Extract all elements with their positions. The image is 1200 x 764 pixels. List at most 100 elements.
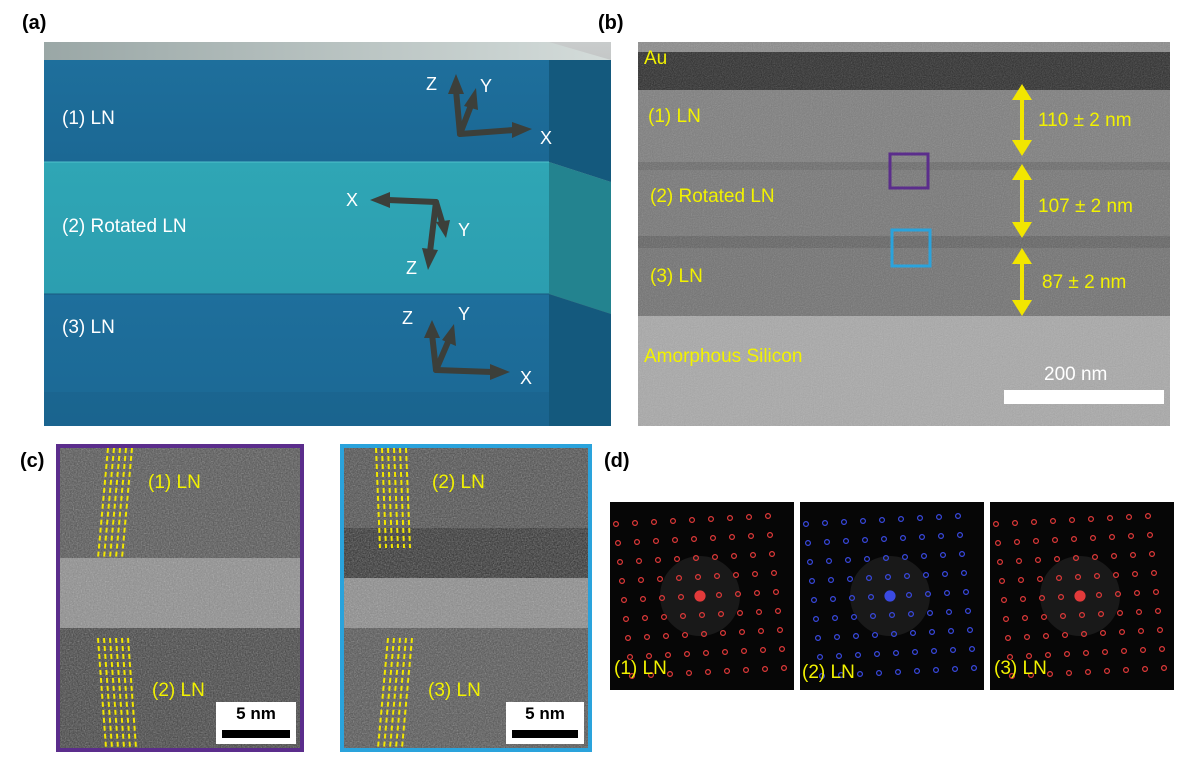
diffraction-spot [871, 632, 878, 639]
diffraction-spot [700, 631, 707, 638]
diffraction-spot [1126, 514, 1133, 521]
diffraction-spot [916, 515, 923, 522]
diffraction-spot [1130, 551, 1137, 558]
central-spot [1074, 590, 1086, 602]
diffraction-spot [658, 594, 665, 601]
diffraction-spot [1034, 556, 1041, 563]
diffraction-spot [957, 532, 964, 539]
diffraction-spot [625, 635, 632, 642]
diffraction-spot [743, 667, 750, 674]
diffraction-spot [1025, 653, 1032, 660]
diffraction-spot [880, 535, 887, 542]
diffraction-spot [1161, 665, 1168, 672]
diffraction-spot [1005, 635, 1012, 642]
region-box-purple [888, 152, 930, 190]
diffraction-spot [854, 652, 861, 659]
lattice-guides-bottom [377, 637, 413, 748]
diffraction-spot [944, 589, 951, 596]
thickness-arrows [1012, 84, 1032, 316]
diffraction-spot [664, 652, 671, 659]
diffraction-spot [961, 569, 968, 576]
diffraction-spot [946, 608, 953, 615]
region-box-blue [890, 228, 932, 268]
schematic-panel: (1) LN (2) Rotated LN (3) LN Z Y X X Y Z… [44, 42, 611, 426]
diffraction-spot [824, 538, 831, 545]
diffraction-spot [815, 635, 822, 642]
diffraction-spot [840, 519, 847, 526]
diffraction-spot [1108, 533, 1115, 540]
diffraction-spot [1089, 534, 1096, 541]
diffraction-spot [632, 520, 639, 527]
hrtem-left-scale-bar: 5 nm [216, 702, 296, 744]
diffraction-spot [848, 594, 855, 601]
lattice-guides-bottom [97, 637, 137, 748]
diffraction-spot [1157, 626, 1164, 633]
diffraction-spot [719, 630, 726, 637]
diffraction-spot [822, 520, 829, 527]
hrtem-right-scale-text: 5 nm [525, 704, 565, 723]
tem-image [638, 42, 1170, 426]
diffraction-spot [892, 650, 899, 657]
diffraction-spots-3 [992, 513, 1168, 680]
diffraction-spot [969, 646, 976, 653]
diffraction-spot [621, 596, 628, 603]
diffraction-spot [679, 612, 686, 619]
diffraction-spot [614, 539, 622, 546]
diffraction-spot [669, 518, 676, 525]
axis-triad-3 [424, 320, 510, 380]
axis-x-label-1: X [540, 128, 553, 148]
diffraction-spot [894, 669, 901, 676]
diffraction-spot [643, 634, 650, 641]
fft-label-2: (2) LN [802, 662, 855, 683]
diffraction-spot [963, 588, 970, 595]
diffraction-spot [1123, 667, 1130, 674]
diffraction-spot [1159, 646, 1166, 653]
diffraction-spot [1119, 628, 1126, 635]
diffraction-spot [1101, 649, 1108, 656]
diffraction-spot [713, 572, 720, 579]
axis-x-label-2: X [346, 190, 359, 210]
diffraction-spot [940, 551, 947, 558]
diffraction-spot [730, 552, 737, 559]
diffraction-spot [936, 514, 943, 521]
panel-label-c: (c) [20, 450, 45, 472]
diffraction-spot [726, 515, 733, 522]
diffraction-spot [1055, 574, 1062, 581]
diffraction-spot [955, 513, 962, 520]
diffraction-spot [873, 651, 880, 658]
diffraction-spot [1021, 614, 1028, 621]
diffraction-spot [762, 666, 769, 673]
diffraction-spot [844, 556, 851, 563]
diffraction-spot [924, 590, 931, 597]
hrtem-interface-2-3: (2) LN (3) LN 5 nm [340, 444, 592, 752]
diffraction-spot [671, 536, 678, 543]
diffraction-spot [1018, 576, 1025, 583]
diffraction-spot [992, 521, 1000, 528]
diffraction-spot [1080, 631, 1087, 638]
diffraction-spot [903, 572, 910, 579]
diffraction-spot [828, 576, 835, 583]
diffraction-spot [1103, 668, 1110, 675]
scale-bar-200nm [1004, 390, 1164, 404]
diffraction-spot [634, 538, 641, 545]
diffraction-spot [1063, 651, 1070, 658]
thickness-3-label: 87 ± 2 nm [1042, 272, 1127, 293]
diffraction-spot [842, 537, 849, 544]
diffraction-spot [920, 552, 927, 559]
diffraction-spot [748, 533, 755, 540]
diffraction-spot [1078, 611, 1085, 618]
schematic-layer-3-label: (3) LN [62, 317, 115, 338]
diffraction-spot [734, 590, 741, 597]
diffraction-spot [804, 539, 812, 546]
hrtem-left-bottom-label: (2) LN [152, 680, 205, 701]
hrtem-right-scale-bar: 5 nm [506, 702, 584, 744]
diffraction-spot [1051, 536, 1058, 543]
diffraction-spot [835, 653, 842, 660]
diffraction-spot [1134, 589, 1141, 596]
diffraction-spot [861, 536, 868, 543]
diffraction-spots-1 [612, 513, 788, 680]
diffraction-spot [711, 553, 718, 560]
diffraction-spot [650, 519, 657, 526]
lattice-guides-top [97, 448, 133, 559]
tem-layer-3-label: (3) LN [650, 266, 703, 287]
